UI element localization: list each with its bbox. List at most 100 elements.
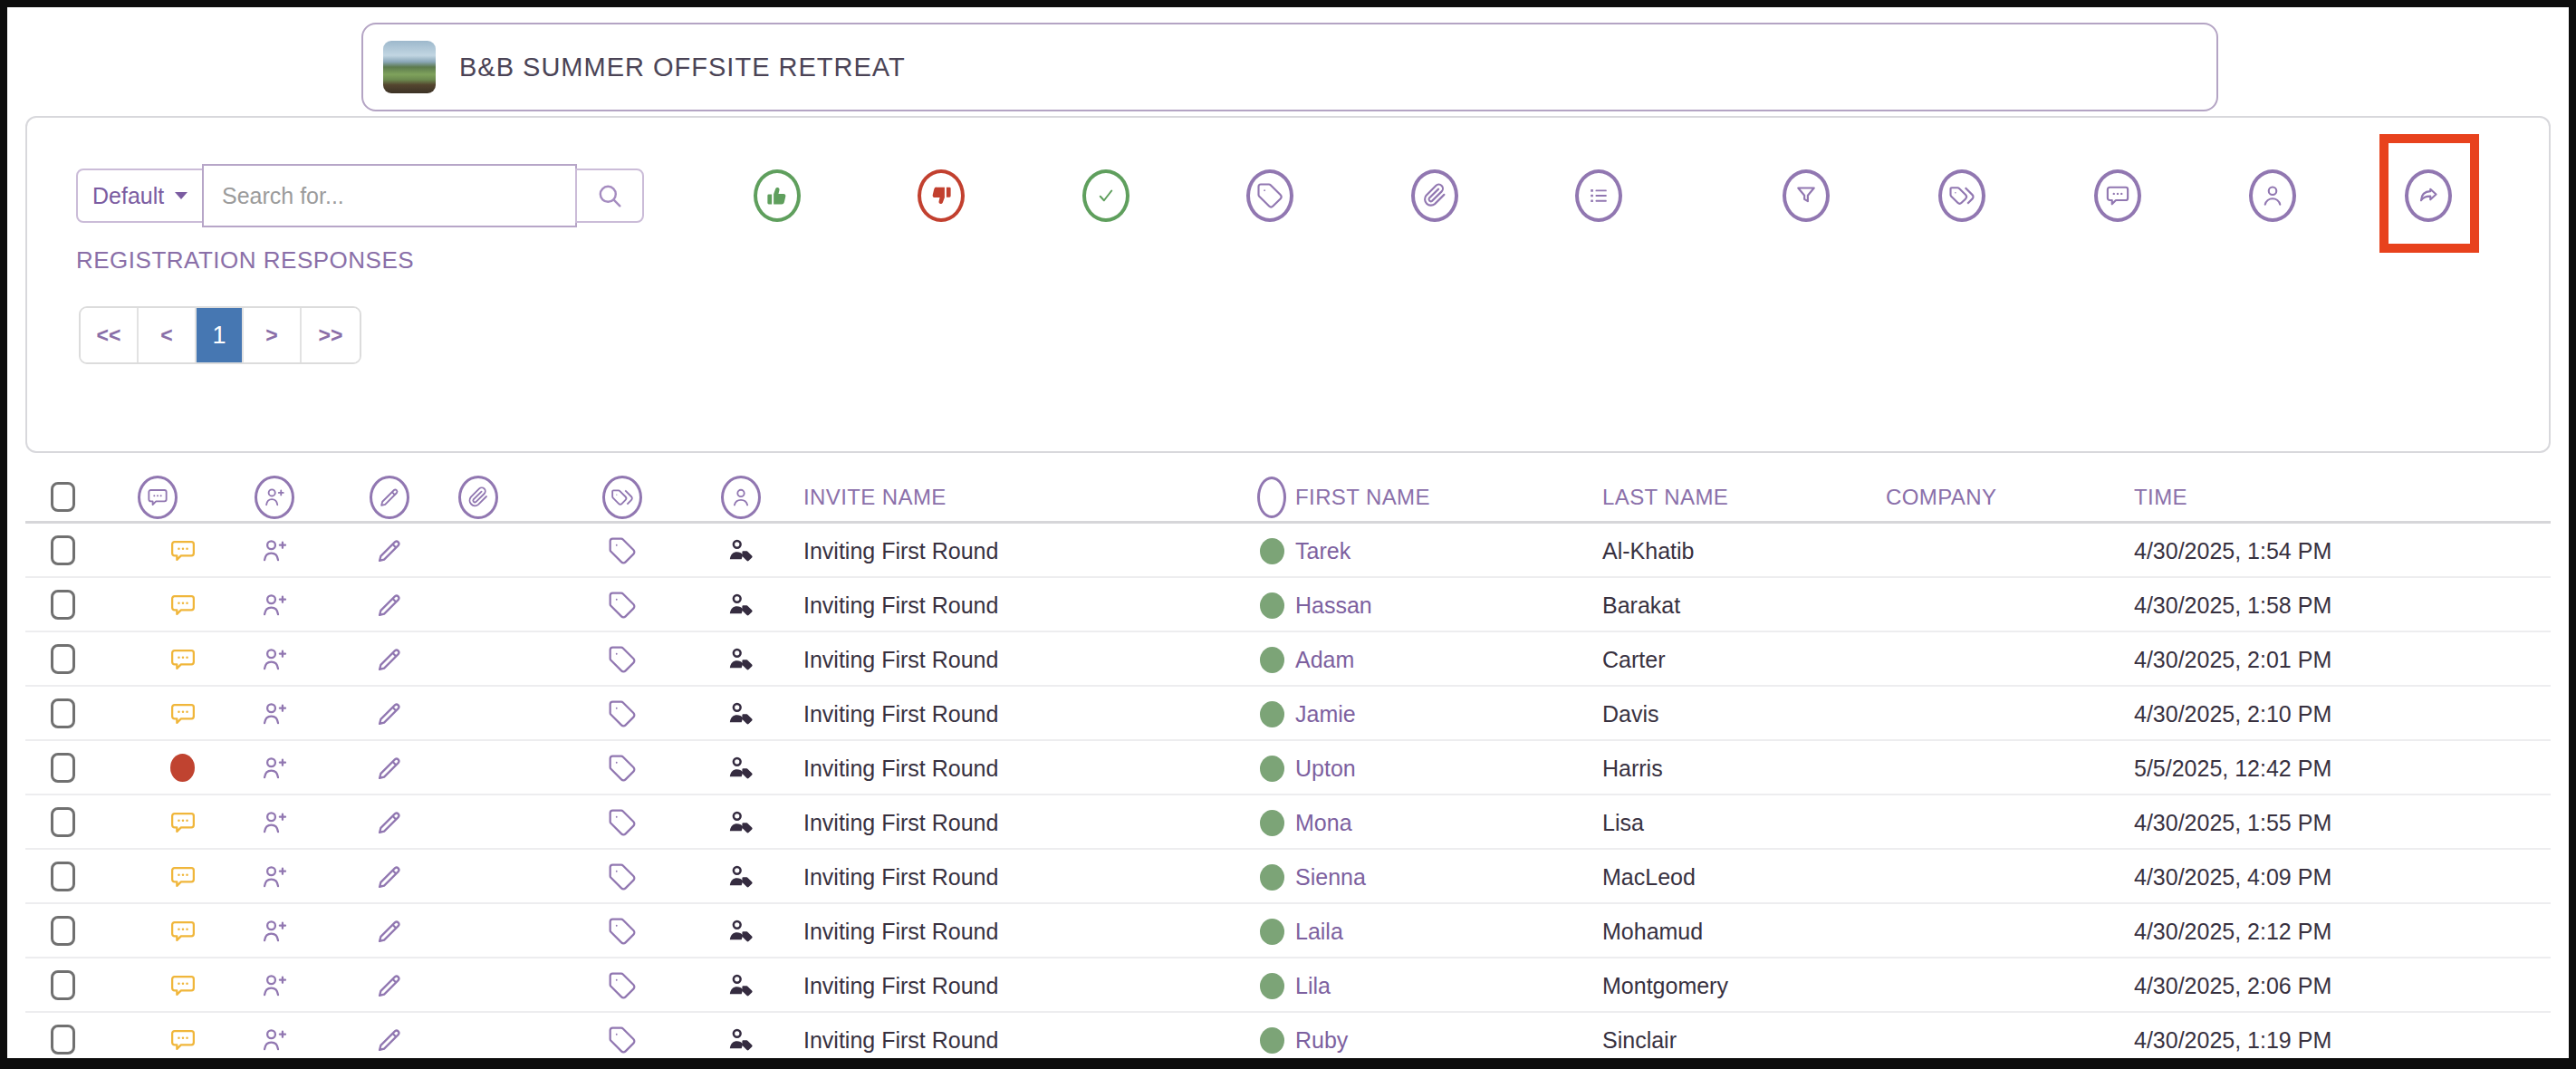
assign-contact-icon-icon: [726, 917, 755, 946]
row-checkbox[interactable]: [51, 535, 75, 565]
add-guest-icon[interactable]: [260, 591, 289, 620]
filter-icon-button[interactable]: [1783, 169, 1830, 222]
add-guest-icon[interactable]: [260, 917, 289, 946]
tag-icon[interactable]: [608, 536, 637, 565]
first-name-link[interactable]: Jamie: [1295, 687, 1356, 741]
tag-icon[interactable]: [608, 645, 637, 674]
tag-icon-icon: [608, 971, 637, 1000]
edit-icon[interactable]: [375, 754, 404, 783]
edit-icon[interactable]: [375, 645, 404, 674]
reject-thumbs-down-icon-button[interactable]: [918, 169, 965, 222]
add-guest-icon[interactable]: [260, 862, 289, 891]
search-button[interactable]: [575, 169, 644, 223]
list-icon-button[interactable]: [1575, 169, 1622, 222]
view-selector-dropdown[interactable]: Default: [76, 169, 204, 223]
edit-icon[interactable]: [375, 1026, 404, 1055]
assign-contact-icon[interactable]: [726, 699, 755, 728]
comment-pending-icon[interactable]: [168, 699, 197, 728]
attachment-icon-button[interactable]: [1411, 169, 1458, 222]
tag-icon[interactable]: [608, 699, 637, 728]
first-name-link[interactable]: Lila: [1295, 958, 1331, 1013]
first-name-link[interactable]: Adam: [1295, 632, 1354, 687]
row-checkbox[interactable]: [51, 753, 75, 783]
first-name-link[interactable]: Laila: [1295, 904, 1343, 958]
assign-contact-icon[interactable]: [726, 536, 755, 565]
edit-icon[interactable]: [375, 536, 404, 565]
assign-contact-icon[interactable]: [726, 862, 755, 891]
view-selector-label: Default: [92, 183, 164, 209]
comment-pending-icon[interactable]: [168, 862, 197, 891]
first-name-link[interactable]: Tarek: [1295, 524, 1350, 578]
tags-icon-button[interactable]: [1938, 169, 1985, 222]
first-name-link[interactable]: Upton: [1295, 741, 1356, 795]
edit-icon[interactable]: [375, 917, 404, 946]
search-input[interactable]: [202, 164, 577, 227]
table-row: Inviting First RoundJamieDavis4/30/2025,…: [25, 687, 2551, 741]
confirm-check-icon-button[interactable]: [1082, 169, 1129, 222]
assign-contact-icon[interactable]: [726, 971, 755, 1000]
add-guest-icon[interactable]: [260, 808, 289, 837]
comment-pending-icon[interactable]: [168, 808, 197, 837]
tag-icon[interactable]: [608, 754, 637, 783]
page-current-button[interactable]: 1: [197, 308, 244, 362]
assign-contact-icon[interactable]: [726, 754, 755, 783]
comment-pending-icon[interactable]: [168, 971, 197, 1000]
add-guest-icon[interactable]: [260, 536, 289, 565]
add-guest-icon[interactable]: [260, 1026, 289, 1055]
row-checkbox[interactable]: [51, 1025, 75, 1055]
first-name-link[interactable]: Mona: [1295, 795, 1352, 850]
time-cell: 4/30/2025, 1:58 PM: [2134, 578, 2331, 632]
add-guest-icon[interactable]: [260, 645, 289, 674]
profile-icon-button[interactable]: [2249, 169, 2296, 222]
row-checkbox[interactable]: [51, 970, 75, 1000]
comment-pending-icon[interactable]: [168, 917, 197, 946]
event-title-input[interactable]: B&B SUMMER OFFSITE RETREAT: [361, 23, 2218, 111]
event-title: B&B SUMMER OFFSITE RETREAT: [459, 53, 906, 82]
first-name-link[interactable]: Hassan: [1295, 578, 1372, 632]
approve-thumbs-up-icon-button[interactable]: [754, 169, 801, 222]
row-checkbox[interactable]: [51, 862, 75, 891]
edit-icon[interactable]: [375, 808, 404, 837]
assign-contact-icon[interactable]: [726, 1026, 755, 1055]
page-next-button[interactable]: >: [244, 308, 302, 362]
tag-icon[interactable]: [608, 917, 637, 946]
assign-contact-icon[interactable]: [726, 808, 755, 837]
tag-icon[interactable]: [608, 1026, 637, 1055]
edit-icon[interactable]: [375, 591, 404, 620]
comment-pending-icon[interactable]: [168, 1026, 197, 1055]
page-first-button[interactable]: <<: [81, 308, 139, 362]
first-name-link[interactable]: Sienna: [1295, 850, 1366, 904]
assign-contact-icon-icon: [726, 591, 755, 620]
row-checkbox[interactable]: [51, 590, 75, 620]
tag-icon[interactable]: [608, 862, 637, 891]
edit-icon[interactable]: [375, 699, 404, 728]
add-guest-icon[interactable]: [260, 754, 289, 783]
comment-pending-icon[interactable]: [168, 536, 197, 565]
tag-icon-button[interactable]: [1246, 169, 1293, 222]
select-all-checkbox[interactable]: [51, 482, 75, 512]
assign-contact-icon[interactable]: [726, 917, 755, 946]
tags-icon: [1948, 182, 1975, 209]
tag-icon[interactable]: [608, 971, 637, 1000]
page-last-button[interactable]: >>: [302, 308, 360, 362]
add-guest-icon-icon: [260, 645, 289, 674]
edit-icon[interactable]: [375, 862, 404, 891]
comments-icon-button[interactable]: [2094, 169, 2141, 222]
comment-pending-icon[interactable]: [168, 591, 197, 620]
row-checkbox[interactable]: [51, 698, 75, 728]
row-checkbox[interactable]: [51, 916, 75, 946]
page-prev-button[interactable]: <: [139, 308, 197, 362]
row-checkbox[interactable]: [51, 644, 75, 674]
add-guest-icon[interactable]: [260, 699, 289, 728]
tags-icon: [610, 486, 634, 509]
tag-icon[interactable]: [608, 591, 637, 620]
first-name-link[interactable]: Ruby: [1295, 1013, 1348, 1058]
assign-contact-icon[interactable]: [726, 645, 755, 674]
tag-icon[interactable]: [608, 808, 637, 837]
comment-pending-icon[interactable]: [168, 645, 197, 674]
assign-contact-icon[interactable]: [726, 591, 755, 620]
row-checkbox[interactable]: [51, 807, 75, 837]
edit-icon[interactable]: [375, 971, 404, 1000]
add-guest-icon[interactable]: [260, 971, 289, 1000]
add-guest-icon-icon: [260, 536, 289, 565]
